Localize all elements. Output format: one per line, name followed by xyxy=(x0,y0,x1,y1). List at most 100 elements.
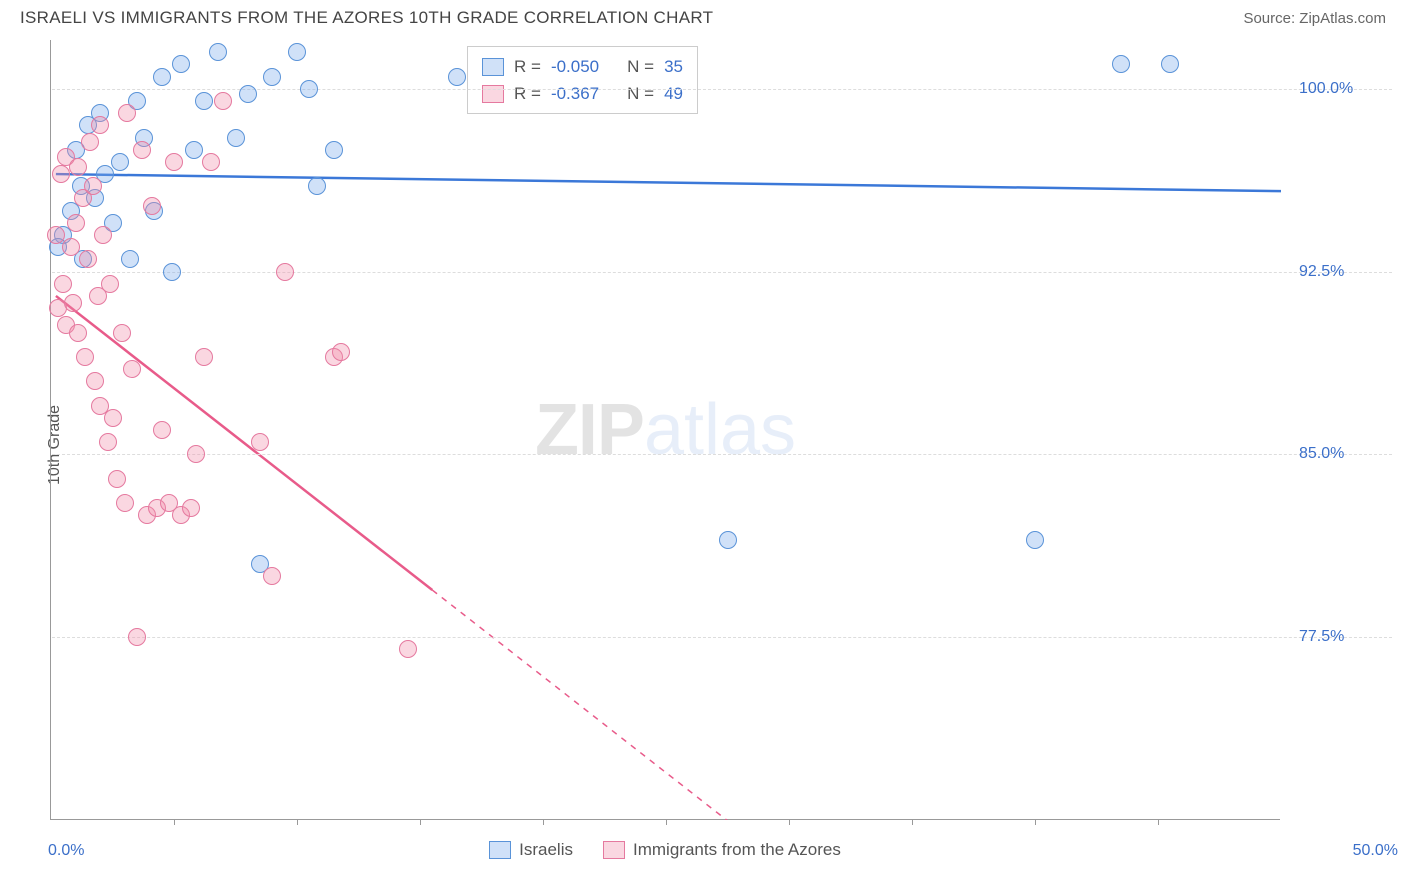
x-tick xyxy=(1158,819,1159,825)
x-tick xyxy=(420,819,421,825)
x-tick xyxy=(297,819,298,825)
x-tick xyxy=(543,819,544,825)
scatter-point-azores xyxy=(153,421,171,439)
scatter-point-azores xyxy=(101,275,119,293)
scatter-point-azores xyxy=(81,133,99,151)
trend-line-dashed-azores xyxy=(432,590,789,820)
y-tick-label: 77.5% xyxy=(1299,628,1344,646)
scatter-point-azores xyxy=(182,499,200,517)
scatter-point-israelis xyxy=(300,80,318,98)
scatter-point-azores xyxy=(202,153,220,171)
scatter-point-azores xyxy=(332,343,350,361)
scatter-point-azores xyxy=(143,197,161,215)
n-label: N = xyxy=(627,80,654,107)
scatter-point-azores xyxy=(263,567,281,585)
scatter-point-azores xyxy=(276,263,294,281)
stats-legend: R = -0.050 N = 35 R = -0.367 N = 49 xyxy=(467,46,698,114)
scatter-point-israelis xyxy=(121,250,139,268)
scatter-point-israelis xyxy=(288,43,306,61)
scatter-point-israelis xyxy=(1026,531,1044,549)
watermark-zip: ZIP xyxy=(535,390,644,470)
scatter-point-azores xyxy=(79,250,97,268)
scatter-point-israelis xyxy=(239,85,257,103)
bottom-legend-azores: Immigrants from the Azores xyxy=(603,840,841,860)
scatter-point-azores xyxy=(94,226,112,244)
scatter-point-israelis xyxy=(185,141,203,159)
swatch-azores xyxy=(482,85,504,103)
swatch-israelis xyxy=(482,58,504,76)
scatter-point-israelis xyxy=(195,92,213,110)
scatter-point-israelis xyxy=(1112,55,1130,73)
scatter-point-azores xyxy=(133,141,151,159)
scatter-point-azores xyxy=(52,165,70,183)
n-value-1: 35 xyxy=(664,53,683,80)
scatter-point-azores xyxy=(128,628,146,646)
scatter-point-azores xyxy=(67,214,85,232)
legend-label-israelis: Israelis xyxy=(519,840,573,860)
scatter-point-azores xyxy=(116,494,134,512)
x-tick xyxy=(912,819,913,825)
chart-container: 10th Grade ZIPatlas R = -0.050 N = 35 R … xyxy=(50,40,1390,850)
scatter-point-azores xyxy=(86,372,104,390)
r-label: R = xyxy=(514,53,541,80)
scatter-point-azores xyxy=(187,445,205,463)
scatter-point-azores xyxy=(165,153,183,171)
x-axis-end-label: 50.0% xyxy=(1353,842,1398,860)
scatter-point-israelis xyxy=(163,263,181,281)
gridline-h xyxy=(52,454,1392,455)
chart-title: ISRAELI VS IMMIGRANTS FROM THE AZORES 10… xyxy=(20,8,713,28)
scatter-point-azores xyxy=(113,324,131,342)
scatter-point-azores xyxy=(104,409,122,427)
y-tick-label: 85.0% xyxy=(1299,445,1344,463)
scatter-point-israelis xyxy=(263,68,281,86)
scatter-point-israelis xyxy=(325,141,343,159)
bottom-legend: Israelis Immigrants from the Azores xyxy=(50,840,1280,860)
r-label: R = xyxy=(514,80,541,107)
plot-area: ZIPatlas R = -0.050 N = 35 R = -0.367 N … xyxy=(50,40,1280,820)
x-tick xyxy=(1035,819,1036,825)
scatter-point-azores xyxy=(99,433,117,451)
scatter-point-israelis xyxy=(308,177,326,195)
scatter-point-azores xyxy=(76,348,94,366)
scatter-point-azores xyxy=(251,433,269,451)
scatter-point-azores xyxy=(62,238,80,256)
bottom-legend-israelis: Israelis xyxy=(489,840,573,860)
x-tick xyxy=(789,819,790,825)
scatter-point-azores xyxy=(69,158,87,176)
gridline-h xyxy=(52,272,1392,273)
x-tick xyxy=(666,819,667,825)
scatter-point-azores xyxy=(195,348,213,366)
scatter-point-azores xyxy=(54,275,72,293)
scatter-point-azores xyxy=(123,360,141,378)
n-label: N = xyxy=(627,53,654,80)
scatter-point-azores xyxy=(64,294,82,312)
y-tick-label: 92.5% xyxy=(1299,263,1344,281)
swatch-azores xyxy=(603,841,625,859)
scatter-point-azores xyxy=(108,470,126,488)
n-value-2: 49 xyxy=(664,80,683,107)
legend-label-azores: Immigrants from the Azores xyxy=(633,840,841,860)
scatter-point-israelis xyxy=(111,153,129,171)
scatter-point-israelis xyxy=(153,68,171,86)
scatter-point-israelis xyxy=(719,531,737,549)
stats-legend-row-1: R = -0.050 N = 35 xyxy=(482,53,683,80)
scatter-point-israelis xyxy=(1161,55,1179,73)
stats-legend-row-2: R = -0.367 N = 49 xyxy=(482,80,683,107)
r-value-2: -0.367 xyxy=(551,80,599,107)
scatter-point-israelis xyxy=(172,55,190,73)
scatter-point-israelis xyxy=(227,129,245,147)
scatter-point-azores xyxy=(214,92,232,110)
swatch-israelis xyxy=(489,841,511,859)
scatter-point-azores xyxy=(91,116,109,134)
watermark: ZIPatlas xyxy=(535,389,796,471)
gridline-h xyxy=(52,637,1392,638)
scatter-point-azores xyxy=(84,177,102,195)
scatter-point-azores xyxy=(47,226,65,244)
scatter-point-israelis xyxy=(448,68,466,86)
watermark-atlas: atlas xyxy=(644,390,796,470)
r-value-1: -0.050 xyxy=(551,53,599,80)
scatter-point-azores xyxy=(118,104,136,122)
trend-line-israelis xyxy=(56,174,1281,191)
trend-lines-layer xyxy=(51,40,1281,820)
y-tick-label: 100.0% xyxy=(1299,80,1353,98)
